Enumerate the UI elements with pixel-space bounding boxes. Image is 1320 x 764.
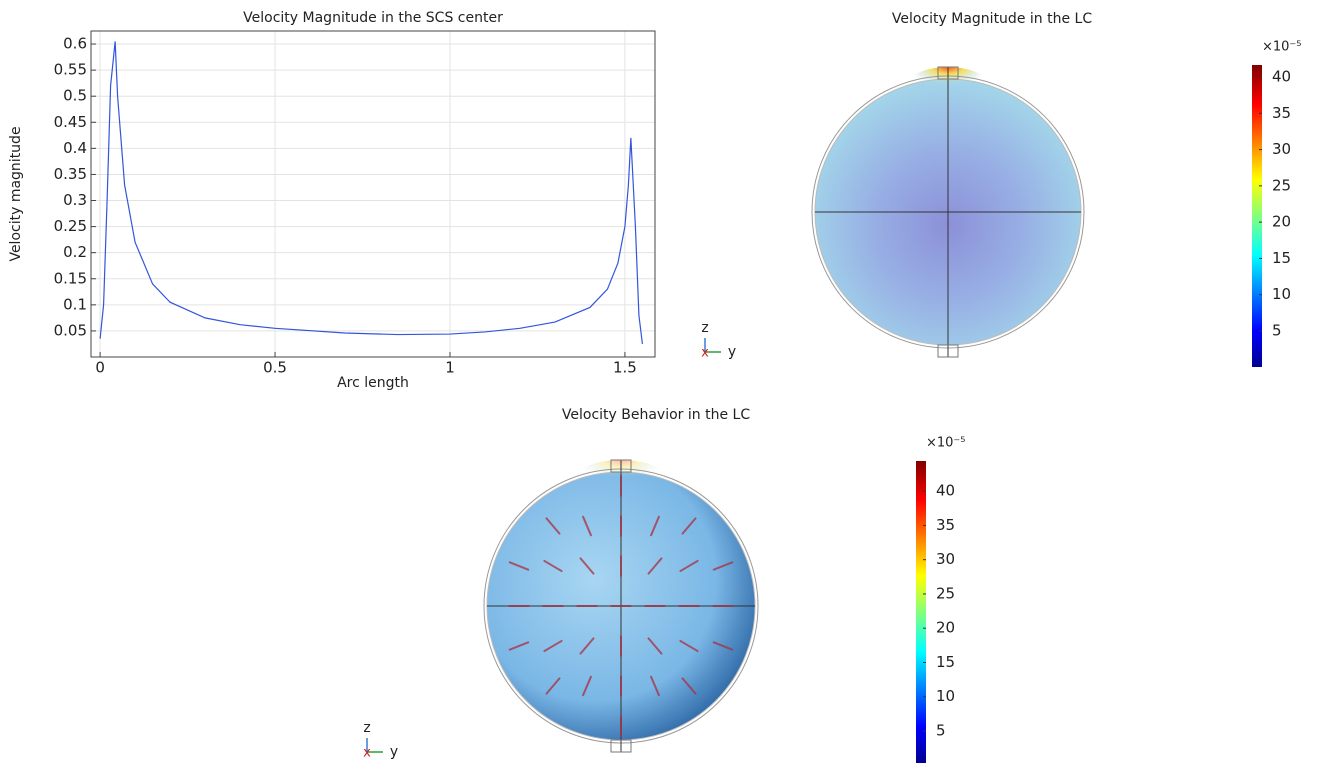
colorbar-multiplier: ×10⁻⁵ <box>1262 40 1302 55</box>
colorbar-tick-label: 20 <box>1272 213 1291 231</box>
y-tick-label: 0.4 <box>63 139 87 157</box>
triad-label: y <box>728 344 736 360</box>
colorbar-tick-label: 30 <box>1272 140 1291 158</box>
colorbar-tick-label: 40 <box>1272 67 1291 85</box>
y-tick-label: 0.6 <box>63 35 87 53</box>
colorbar-tick-label: 15 <box>1272 249 1291 267</box>
x-tick-label: 0.5 <box>263 359 287 377</box>
y-tick-label: 0.3 <box>63 191 87 209</box>
triad-label: y <box>390 744 398 760</box>
colorbar-tick-label: 35 <box>936 516 955 534</box>
y-tick-label: 0.35 <box>54 165 87 183</box>
y-tick-label: 0.2 <box>63 243 87 261</box>
colorbar-tick-label: 30 <box>936 550 955 568</box>
colorbar-tick-label: 40 <box>936 482 955 500</box>
colorbar-tick-label: 5 <box>1272 322 1282 340</box>
y-tick-label: 0.55 <box>54 61 87 79</box>
colorbar-tick-label: 25 <box>936 584 955 602</box>
plot-area <box>91 31 655 357</box>
chart-title: Velocity Magnitude in the SCS center <box>243 10 503 26</box>
y-axis-label: Velocity magnitude <box>8 126 24 261</box>
x-tick-label: 1.5 <box>613 359 637 377</box>
colorbar-tick-label: 25 <box>1272 176 1291 194</box>
colorbar-tick-label: 35 <box>1272 104 1291 122</box>
x-tick-label: 1 <box>445 359 455 377</box>
triad-label: x <box>701 346 709 361</box>
y-tick-label: 0.5 <box>63 87 87 105</box>
figure: 0.050.10.150.20.250.30.350.40.450.50.550… <box>0 0 1320 764</box>
colorbar-tick-label: 5 <box>936 721 946 739</box>
x-tick-label: 0 <box>95 359 105 377</box>
y-tick-label: 0.25 <box>54 217 87 235</box>
y-tick-label: 0.1 <box>63 295 87 313</box>
colorbar-multiplier: ×10⁻⁵ <box>926 436 966 451</box>
x-axis-label: Arc length <box>337 375 409 391</box>
colorbar <box>916 461 926 763</box>
colorbar-tick-label: 10 <box>936 687 955 705</box>
chart-title: Velocity Behavior in the LC <box>562 407 750 423</box>
colorbar-tick-label: 10 <box>1272 285 1291 303</box>
triad-label: z <box>701 320 708 336</box>
triad-label: x <box>363 746 371 761</box>
colorbar-tick-label: 20 <box>936 619 955 637</box>
y-tick-label: 0.15 <box>54 269 87 287</box>
triad-label: z <box>363 720 370 736</box>
y-tick-label: 0.05 <box>54 321 87 339</box>
y-tick-label: 0.45 <box>54 113 87 131</box>
chart-title: Velocity Magnitude in the LC <box>892 11 1092 27</box>
colorbar <box>1252 65 1262 367</box>
colorbar-tick-label: 15 <box>936 653 955 671</box>
